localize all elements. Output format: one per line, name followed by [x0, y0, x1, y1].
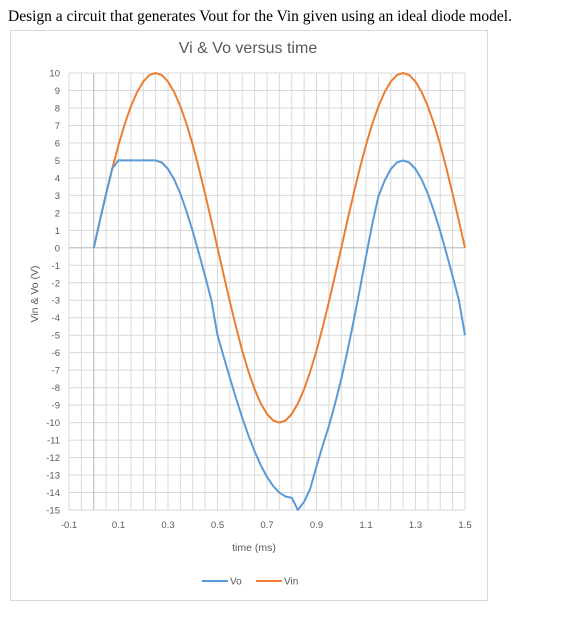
x-tick-label: 1.1: [359, 520, 372, 531]
y-tick-label: -7: [52, 366, 60, 377]
chart-series: [92, 72, 466, 511]
y-tick-label: -10: [46, 418, 60, 429]
chart-legend: Vo Vin: [202, 577, 298, 588]
y-tick-label: -5: [52, 331, 60, 342]
series-line-vo: [92, 159, 466, 511]
y-tick-label: 2: [55, 208, 60, 219]
series-line-vin: [92, 72, 466, 424]
y-tick-label: 9: [55, 86, 60, 97]
chart-axes: [69, 73, 465, 510]
y-tick-label: -12: [46, 453, 60, 464]
chart-title: Vi & Vo versus time: [179, 40, 318, 57]
y-axis-title: Vin & Vo (V): [29, 265, 41, 322]
y-tick-label: 8: [55, 103, 60, 114]
x-tick-label: 0.7: [260, 520, 273, 531]
y-tick-label: 5: [55, 156, 60, 167]
y-tick-label: 7: [55, 121, 60, 132]
x-tick-label: 0.1: [112, 520, 125, 531]
legend-label-vo: Vo: [230, 577, 242, 588]
x-tick-label: 1.5: [458, 520, 471, 531]
y-tick-label: -11: [47, 436, 60, 447]
y-tick-label: 10: [49, 69, 60, 80]
y-tick-label: -1: [52, 261, 60, 272]
y-tick-label: 1: [55, 226, 60, 237]
x-tick-label: 1.3: [409, 520, 422, 531]
y-tick-label: -3: [52, 296, 60, 307]
y-tick-label: -15: [46, 506, 60, 517]
x-axis-title: time (ms): [232, 542, 276, 554]
y-tick-label: 0: [55, 243, 60, 254]
x-tick-label: -0.1: [61, 520, 77, 531]
y-tick-label: -4: [52, 313, 60, 324]
x-tick-label: 0.3: [161, 520, 174, 531]
legend-label-vin: Vin: [284, 577, 298, 588]
y-tick-label: -13: [46, 471, 60, 482]
y-tick-label: -2: [52, 278, 60, 289]
y-tick-labels: 109876543210-1-2-3-4-5-6-7-8-9-10-11-12-…: [46, 69, 60, 517]
chart-frame: [10, 30, 488, 601]
x-tick-label: 0.5: [211, 520, 224, 531]
y-tick-label: -9: [52, 401, 60, 412]
chart-grid: [68, 72, 466, 511]
x-tick-label: 0.9: [310, 520, 323, 531]
y-tick-label: 3: [55, 191, 60, 202]
y-tick-label: 4: [55, 173, 60, 184]
y-tick-label: -8: [52, 383, 60, 394]
y-tick-label: -6: [52, 348, 60, 359]
y-tick-label: 6: [55, 138, 60, 149]
x-tick-labels: -0.1 0.1 0.3 0.5 0.7 0.9 1.1 1.3 1.5: [61, 520, 472, 531]
y-tick-label: -14: [46, 488, 60, 499]
question-text: Design a circuit that generates Vout for…: [8, 8, 512, 25]
